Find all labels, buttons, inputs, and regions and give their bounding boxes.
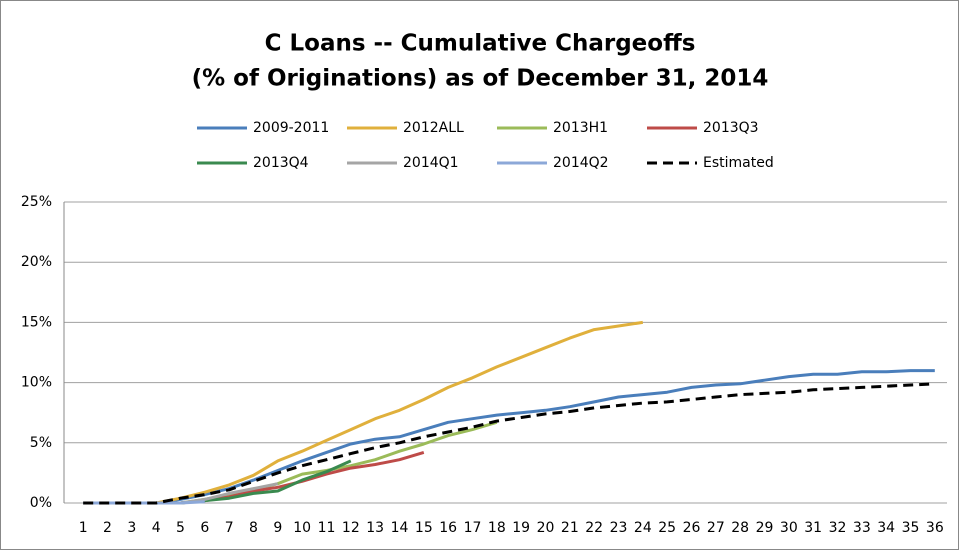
legend-label: 2013Q4 bbox=[253, 155, 309, 171]
series-line bbox=[83, 382, 935, 505]
x-tick-label: 3 bbox=[127, 520, 136, 536]
x-tick-label: 8 bbox=[249, 520, 258, 536]
series-line bbox=[83, 320, 644, 505]
x-tick-label: 14 bbox=[391, 520, 409, 536]
x-tick-label: 34 bbox=[877, 520, 895, 536]
x-tick-label: 7 bbox=[225, 520, 234, 536]
x-tick-label: 10 bbox=[293, 520, 311, 536]
x-tick-label: 2 bbox=[103, 520, 112, 536]
x-tick-label: 32 bbox=[829, 520, 847, 536]
y-tick-label: 0% bbox=[30, 495, 52, 511]
x-tick-label: 19 bbox=[512, 520, 530, 536]
x-tick-label: 16 bbox=[439, 520, 457, 536]
x-tick-label: 22 bbox=[585, 520, 603, 536]
y-tick-label: 5% bbox=[30, 435, 52, 451]
legend-label: 2014Q1 bbox=[403, 155, 459, 171]
legend-label: 2012ALL bbox=[403, 120, 464, 136]
chart-title: C Loans -- Cumulative Chargeoffs bbox=[265, 31, 696, 57]
y-tick-label: 10% bbox=[21, 375, 52, 391]
legend-label: 2009-2011 bbox=[253, 120, 329, 136]
y-tick-label: 15% bbox=[21, 314, 52, 330]
x-tick-label: 27 bbox=[707, 520, 725, 536]
x-tick-label: 23 bbox=[610, 520, 628, 536]
x-tick-label: 35 bbox=[902, 520, 920, 536]
x-tick-label: 9 bbox=[273, 520, 282, 536]
x-tick-label: 26 bbox=[683, 520, 701, 536]
legend-label: 2014Q2 bbox=[553, 155, 609, 171]
x-tick-label: 15 bbox=[415, 520, 433, 536]
legend-label: 2013H1 bbox=[553, 120, 608, 136]
x-tick-label: 31 bbox=[804, 520, 822, 536]
x-tick-label: 24 bbox=[634, 520, 652, 536]
x-tick-label: 1 bbox=[79, 520, 88, 536]
y-tick-label: 20% bbox=[21, 254, 52, 270]
x-tick-label: 5 bbox=[176, 520, 185, 536]
x-tick-label: 33 bbox=[853, 520, 871, 536]
chart-title: (% of Originations) as of December 31, 2… bbox=[192, 66, 769, 92]
x-tick-label: 6 bbox=[200, 520, 209, 536]
x-tick-label: 20 bbox=[537, 520, 555, 536]
x-tick-label: 28 bbox=[731, 520, 749, 536]
x-tick-label: 21 bbox=[561, 520, 579, 536]
x-tick-label: 29 bbox=[756, 520, 774, 536]
x-tick-label: 36 bbox=[926, 520, 944, 536]
x-tick-label: 4 bbox=[152, 520, 161, 536]
y-tick-label: 25% bbox=[21, 194, 52, 210]
x-tick-label: 12 bbox=[342, 520, 360, 536]
x-tick-label: 11 bbox=[318, 520, 336, 536]
x-tick-label: 18 bbox=[488, 520, 506, 536]
legend-label: Estimated bbox=[703, 155, 774, 171]
x-tick-label: 17 bbox=[464, 520, 482, 536]
x-tick-label: 13 bbox=[366, 520, 384, 536]
x-tick-label: 25 bbox=[658, 520, 676, 536]
legend-label: 2013Q3 bbox=[703, 120, 759, 136]
series-line bbox=[83, 369, 935, 505]
x-tick-label: 30 bbox=[780, 520, 798, 536]
